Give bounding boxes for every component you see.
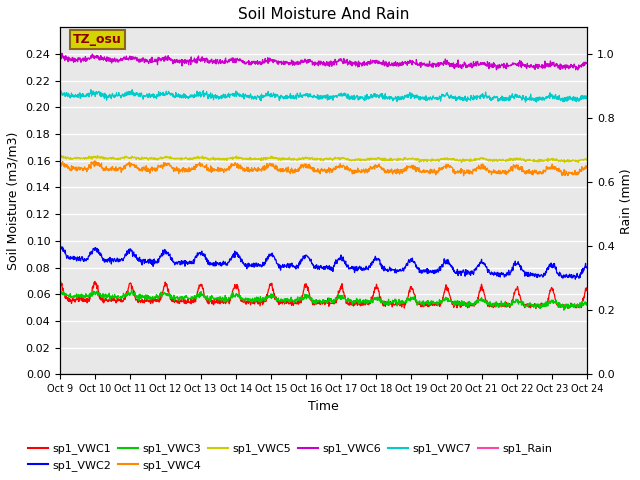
sp1_VWC5 <box>475 156 483 161</box>
sp1_VWC2 <box>56 247 64 252</box>
sp1_VWC4 <box>174 165 182 171</box>
sp1_VWC6 <box>161 57 169 63</box>
sp1_VWC1 <box>56 278 64 284</box>
sp1_VWC5 <box>583 156 591 162</box>
sp1_VWC3 <box>127 287 135 292</box>
Line: sp1_VWC5: sp1_VWC5 <box>60 156 587 163</box>
sp1_Rain <box>232 372 240 377</box>
Y-axis label: Soil Moisture (m3/m3): Soil Moisture (m3/m3) <box>7 132 20 270</box>
sp1_VWC2 <box>406 258 413 264</box>
sp1_VWC5 <box>522 158 529 164</box>
sp1_Rain <box>173 372 181 377</box>
sp1_VWC6 <box>56 55 64 61</box>
Text: TZ_osu: TZ_osu <box>73 33 122 46</box>
sp1_VWC4 <box>406 164 413 169</box>
sp1_VWC4 <box>161 161 169 167</box>
sp1_Rain <box>520 372 528 377</box>
sp1_VWC1 <box>474 298 482 303</box>
Title: Soil Moisture And Rain: Soil Moisture And Rain <box>238 7 409 22</box>
Y-axis label: Rain (mm): Rain (mm) <box>620 168 633 234</box>
sp1_VWC6 <box>174 58 182 64</box>
sp1_VWC7 <box>522 99 529 105</box>
sp1_VWC4 <box>522 170 529 176</box>
sp1_VWC2 <box>583 265 591 271</box>
sp1_VWC6 <box>406 59 413 64</box>
sp1_VWC5 <box>58 153 65 158</box>
Line: sp1_VWC2: sp1_VWC2 <box>60 247 587 279</box>
Line: sp1_VWC3: sp1_VWC3 <box>60 289 587 310</box>
sp1_VWC2 <box>474 263 482 269</box>
sp1_VWC1 <box>56 281 64 287</box>
sp1_VWC5 <box>56 154 64 160</box>
sp1_VWC3 <box>521 303 529 309</box>
sp1_VWC2 <box>572 276 579 282</box>
sp1_VWC5 <box>406 156 413 162</box>
sp1_VWC6 <box>574 67 582 73</box>
X-axis label: Time: Time <box>308 400 339 413</box>
sp1_VWC7 <box>87 87 95 93</box>
sp1_VWC6 <box>474 61 482 67</box>
sp1_VWC4 <box>460 173 467 179</box>
sp1_VWC1 <box>583 287 591 293</box>
sp1_VWC1 <box>174 300 182 306</box>
sp1_Rain <box>161 372 168 377</box>
sp1_VWC2 <box>58 244 65 250</box>
sp1_VWC4 <box>233 162 241 168</box>
sp1_VWC7 <box>233 91 241 96</box>
sp1_VWC2 <box>161 247 169 252</box>
sp1_VWC3 <box>233 292 241 298</box>
sp1_VWC6 <box>583 60 591 66</box>
sp1_VWC1 <box>161 283 169 289</box>
sp1_VWC3 <box>560 307 568 313</box>
sp1_VWC7 <box>56 90 64 96</box>
sp1_Rain <box>405 372 413 377</box>
Line: sp1_VWC4: sp1_VWC4 <box>60 161 587 176</box>
Legend: sp1_VWC1, sp1_VWC2, sp1_VWC3, sp1_VWC4, sp1_VWC5, sp1_VWC6, sp1_VWC7, sp1_Rain: sp1_VWC1, sp1_VWC2, sp1_VWC3, sp1_VWC4, … <box>24 439 557 475</box>
sp1_VWC2 <box>521 273 529 279</box>
sp1_VWC2 <box>174 261 182 267</box>
sp1_VWC6 <box>521 63 529 69</box>
sp1_VWC6 <box>58 50 66 56</box>
sp1_Rain <box>583 372 591 377</box>
sp1_VWC6 <box>233 58 241 64</box>
sp1_VWC4 <box>475 162 483 168</box>
sp1_VWC1 <box>532 306 540 312</box>
Line: sp1_VWC1: sp1_VWC1 <box>60 281 587 309</box>
sp1_Rain <box>56 372 64 377</box>
sp1_VWC7 <box>583 94 591 100</box>
sp1_VWC4 <box>583 165 591 170</box>
sp1_VWC3 <box>56 287 64 293</box>
sp1_VWC4 <box>56 162 64 168</box>
sp1_VWC2 <box>233 252 241 257</box>
sp1_VWC3 <box>406 296 413 302</box>
sp1_VWC5 <box>233 153 241 159</box>
Line: sp1_VWC6: sp1_VWC6 <box>60 53 587 70</box>
sp1_VWC3 <box>174 296 182 301</box>
sp1_VWC3 <box>583 300 591 306</box>
sp1_VWC1 <box>406 288 413 293</box>
sp1_VWC7 <box>474 93 482 99</box>
sp1_VWC1 <box>521 305 529 311</box>
sp1_VWC7 <box>174 94 182 100</box>
sp1_VWC5 <box>161 155 169 160</box>
sp1_VWC3 <box>474 298 482 303</box>
sp1_VWC5 <box>174 156 182 161</box>
sp1_VWC1 <box>233 286 241 292</box>
Line: sp1_VWC7: sp1_VWC7 <box>60 90 587 102</box>
sp1_VWC7 <box>521 97 529 103</box>
sp1_VWC4 <box>91 158 99 164</box>
sp1_VWC7 <box>161 91 169 97</box>
sp1_VWC3 <box>161 290 169 296</box>
sp1_VWC7 <box>406 91 413 96</box>
sp1_Rain <box>474 372 482 377</box>
sp1_VWC5 <box>458 160 465 166</box>
